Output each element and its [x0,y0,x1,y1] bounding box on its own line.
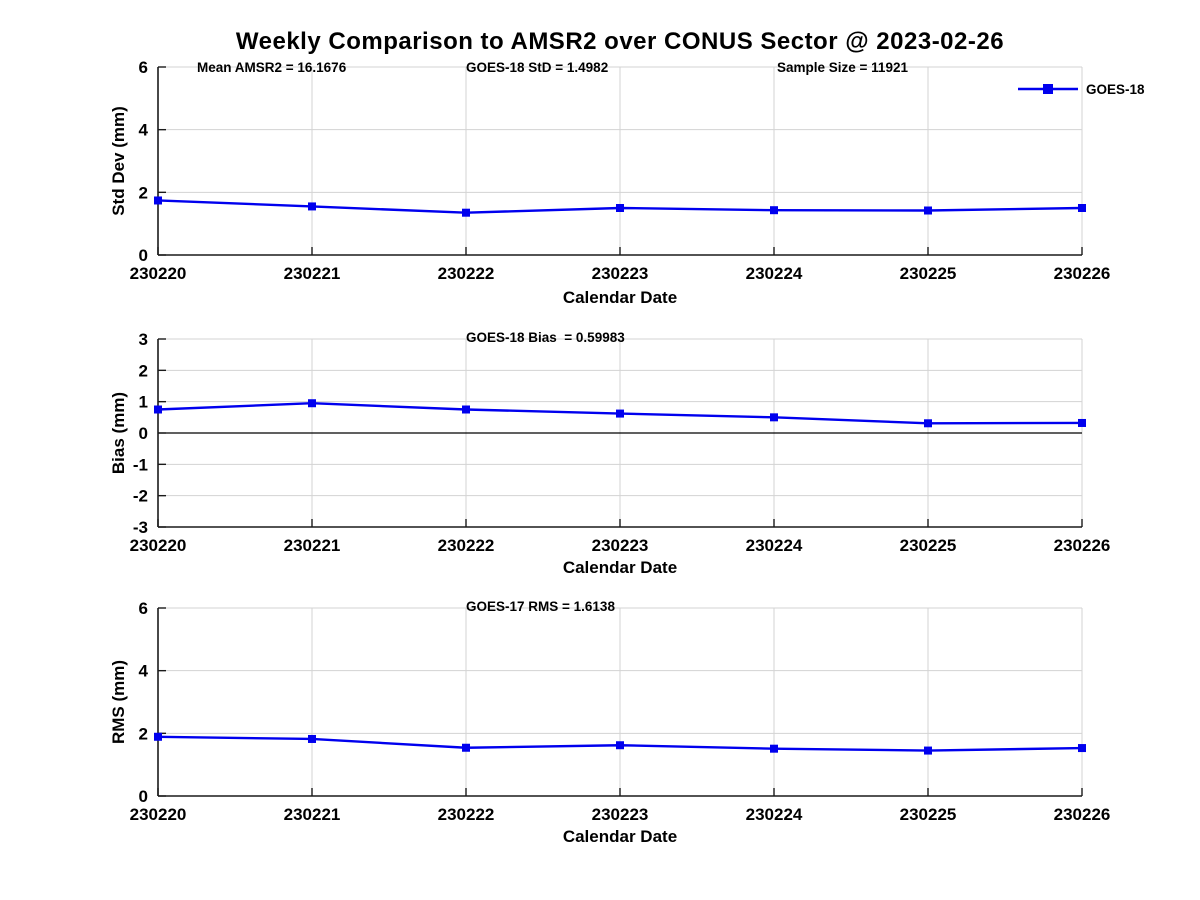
x-tick-label: 230226 [1054,264,1111,283]
x-tick-label: 230220 [130,536,187,555]
data-point-marker [616,741,624,750]
x-tick-label: 230225 [900,805,957,824]
data-point-marker [616,204,624,212]
x-tick-label: 230221 [284,805,341,824]
x-tick-label: 230224 [746,536,803,555]
annotation-sample-size: Sample Size = 11921 [777,60,908,75]
x-tick-label: 230221 [284,536,341,555]
annotation-goes18-std: GOES-18 StD = 1.4982 [466,60,609,75]
x-tick-label: 230224 [746,264,803,283]
annotation-mean-amsr2: Mean AMSR2 = 16.1676 [197,60,347,75]
x-tick-label: 230222 [438,264,495,283]
x-tick-label: 230223 [592,805,649,824]
data-point-marker [154,405,162,414]
data-point-marker [462,743,470,752]
figure-title: Weekly Comparison to AMSR2 over CONUS Se… [235,28,1005,55]
x-tick-label: 230222 [438,536,495,555]
y-axis-label-stddev: Std Dev (mm) [109,106,128,216]
y-tick-label: 4 [139,662,149,681]
annotation-goes17-rms: GOES-17 RMS = 1.6138 [466,599,615,614]
data-point-marker [308,202,316,211]
x-tick-label: 230223 [592,536,649,555]
y-tick-label: 2 [139,183,148,202]
data-point-marker [770,206,778,215]
y-tick-label: 1 [139,393,148,412]
data-point-marker [770,413,778,422]
y-tick-label: 6 [139,599,148,618]
data-point-marker [924,206,932,215]
legend: GOES-18 [1016,81,1145,97]
data-point-marker [462,405,470,414]
data-point-marker [1078,744,1086,753]
data-point-marker [308,734,316,743]
y-tick-label: -3 [133,518,148,537]
y-axis-label-rms: RMS (mm) [109,659,128,745]
x-axis-label-calendar-date-3: Calendar Date [562,827,678,846]
x-tick-label: 230221 [284,264,341,283]
data-point-marker [154,732,162,741]
x-tick-label: 230220 [130,805,187,824]
data-point-marker [1078,204,1086,212]
data-point-marker [154,196,162,205]
y-tick-label: 4 [139,121,149,140]
x-axis-label-calendar-date-1: Calendar Date [562,288,678,307]
data-point-marker [924,419,932,428]
x-tick-label: 230225 [900,264,957,283]
x-tick-label: 230220 [130,264,187,283]
y-tick-label: -2 [133,487,148,506]
y-tick-label: 0 [139,424,148,443]
x-tick-label: 230222 [438,805,495,824]
data-point-marker [924,746,932,755]
y-tick-label: 0 [139,246,148,265]
annotation-goes18-bias: GOES-18 Bias = 0.59983 [466,330,625,345]
data-point-marker [770,744,778,753]
x-tick-label: 230224 [746,805,803,824]
x-tick-label: 230226 [1054,805,1111,824]
y-tick-label: 2 [139,361,148,380]
data-point-marker [462,208,470,217]
x-tick-label: 230226 [1054,536,1111,555]
y-tick-label: -1 [133,455,148,474]
data-point-marker [308,399,316,408]
legend-label: GOES-18 [1086,81,1145,97]
data-point-marker [616,409,624,418]
legend-line-marker-icon [1018,84,1078,94]
data-point-marker [1078,418,1086,427]
y-tick-label: 2 [139,724,148,743]
y-tick-label: 6 [139,58,148,77]
x-tick-label: 230225 [900,536,957,555]
y-tick-label: 3 [139,330,148,349]
y-tick-label: 0 [139,787,148,806]
x-axis-label-calendar-date-2: Calendar Date [562,558,678,577]
x-tick-label: 230223 [592,264,649,283]
y-axis-label-bias: Bias (mm) [109,391,128,475]
